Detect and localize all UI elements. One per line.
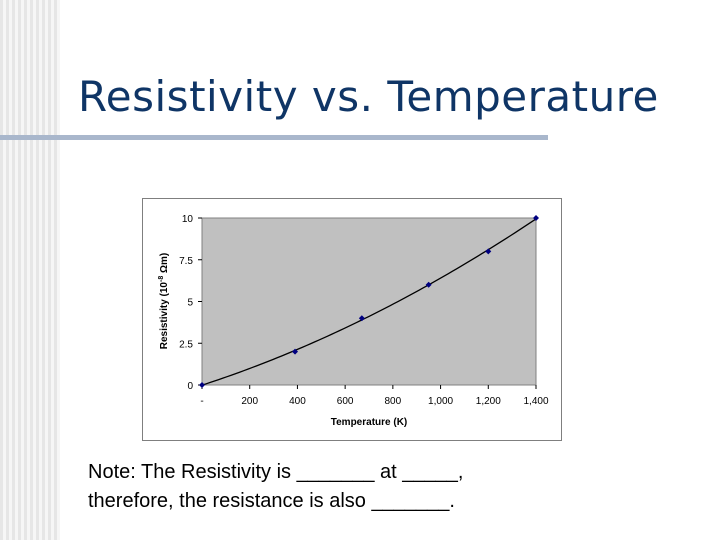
note-line-1: Note: The Resistivity is _______ at ____…: [88, 461, 464, 483]
title-underline: [0, 135, 548, 140]
x-tick-label: 600: [337, 396, 354, 407]
y-tick-label: 10: [182, 214, 194, 225]
decorative-stripes: [0, 0, 60, 540]
y-tick-label: 0: [187, 381, 193, 392]
plot-area: [201, 217, 537, 386]
data-point: [425, 281, 432, 288]
x-tick-label: 200: [241, 396, 258, 407]
y-axis-title-suffix: Ωm): [159, 253, 170, 276]
y-axis-title: Resistivity (10-8 Ωm): [158, 253, 170, 350]
slide-title: Resistivity vs. Temperature: [78, 72, 659, 121]
x-tick-label: 1,000: [428, 396, 453, 407]
note-text: Note: The Resistivity is _______ at ____…: [88, 458, 688, 516]
data-point: [292, 348, 299, 355]
resistivity-chart: -200 400 600 800 1,000 1,200 1,400 02.557.510 …: [158, 214, 549, 428]
data-point: [199, 382, 205, 388]
data-point: [533, 215, 539, 221]
x-axis-title: Temperature (K): [331, 417, 408, 428]
x-tick-label: 1,200: [476, 396, 501, 407]
data-point: [358, 315, 365, 322]
y-axis-title-exponent: -8: [158, 276, 165, 282]
trend-curve: [201, 218, 537, 386]
y-axis-title-prefix: Resistivity (10: [159, 282, 170, 350]
x-tick-label: 800: [385, 396, 402, 407]
note-line-2: therefore, the resistance is also ______…: [88, 490, 455, 512]
x-tick-label: 1,400: [523, 396, 548, 407]
y-tick-label: 7.5: [179, 256, 193, 267]
chart-frame: -200 400 600 800 1,000 1,200 1,400 0 2.5 5 7.5 10 …: [142, 198, 562, 441]
y-tick-label: 5: [187, 298, 193, 309]
data-point: [485, 248, 492, 255]
x-tick-label: -: [200, 396, 203, 407]
x-tick-label: 400: [289, 396, 306, 407]
y-tick-label: 2.5: [179, 339, 193, 350]
